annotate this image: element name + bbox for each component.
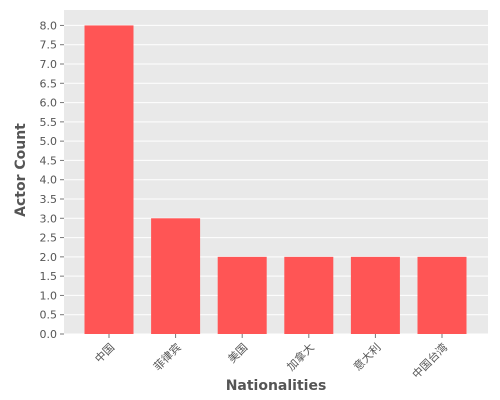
bar: [151, 218, 201, 334]
y-tick-label: 2.5: [40, 232, 58, 245]
y-tick-label: 5.5: [40, 116, 58, 129]
bar: [417, 256, 467, 334]
y-tick-label: 0.5: [40, 309, 58, 322]
y-axis-title: Actor Count: [13, 123, 29, 217]
y-tick-label: 3.0: [40, 212, 58, 225]
x-tick-label: 中国: [92, 341, 117, 366]
x-tick-label: 加拿大: [284, 340, 317, 373]
x-tick-label: 意大利: [350, 340, 383, 373]
x-tick-label: 美国: [226, 341, 251, 366]
y-tick-label: 1.5: [40, 270, 58, 283]
y-tick-label: 7.0: [40, 58, 58, 71]
bar: [217, 256, 267, 334]
y-tick-label: 6.0: [40, 97, 58, 110]
y-tick-label: 4.0: [40, 174, 58, 187]
y-tick-label: 2.0: [40, 251, 58, 264]
y-tick-label: 7.5: [40, 39, 58, 52]
x-tick-label: 菲律宾: [150, 340, 183, 373]
bars: [84, 25, 467, 335]
y-tick-label: 3.5: [40, 193, 58, 206]
grid-lines: [64, 24, 488, 335]
x-tick-label: 中国台湾: [409, 340, 450, 381]
bar: [284, 256, 334, 334]
x-axis-title: Nationalities: [226, 378, 327, 394]
y-tick-label: 4.5: [40, 154, 58, 167]
bar: [84, 25, 134, 335]
y-axis-ticks: 0.0 0.5 1.0 1.5 2.0 2.5 3.0 3.5 4.0 4.5 5.0 5.5 6.0 6…: [40, 19, 64, 341]
y-tick-label: 0.0: [40, 328, 58, 341]
y-tick-label: 6.5: [40, 77, 58, 90]
y-tick-label: 1.0: [40, 289, 58, 302]
y-tick-label: 5.0: [40, 135, 58, 148]
x-axis-ticks: 中国 菲律宾 美国 加拿大 意大利 中国台湾: [92, 334, 450, 381]
bar: [350, 256, 400, 334]
y-tick-label: 8.0: [40, 19, 58, 32]
